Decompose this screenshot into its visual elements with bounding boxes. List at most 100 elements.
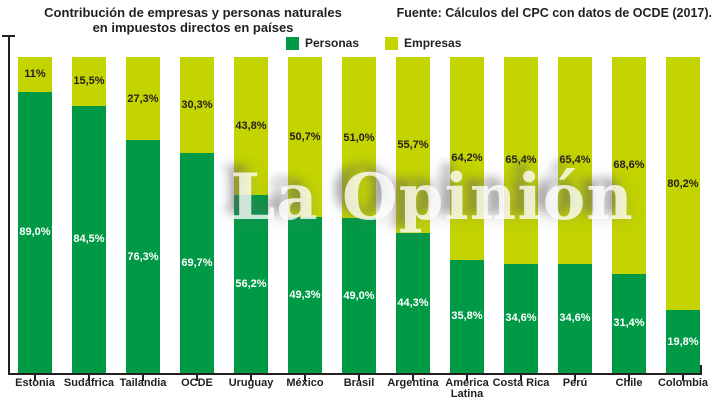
legend-label-empresas: Empresas [404, 36, 462, 50]
bar-uruguay: 43,8% 56,2% [234, 57, 268, 373]
empresas-segment [666, 57, 700, 311]
x-label-uruguay: Uruguay [228, 377, 274, 389]
personas-segment [342, 218, 376, 373]
personas-value-label: 49,3% [289, 289, 321, 302]
personas-segment [288, 217, 322, 373]
empresas-segment [504, 57, 538, 264]
empresas-value-label: 15,5% [73, 75, 105, 88]
personas-segment [558, 263, 592, 373]
bar-estonia: 11% 89,0% [18, 57, 52, 373]
x-axis-tick [574, 375, 576, 381]
chart-title: Contribución de empresas y personas natu… [18, 5, 368, 36]
personas-value-label: 84,5% [73, 233, 105, 246]
x-axis-tick [196, 375, 198, 381]
x-axis-tick [304, 375, 306, 381]
empresas-value-label: 80,2% [667, 177, 699, 190]
x-axis-tick [682, 375, 684, 381]
personas-segment [72, 105, 106, 373]
empresas-value-label: 43,8% [235, 120, 267, 133]
x-axis-tick [34, 375, 36, 381]
bar-colombia: 80,2% 19,8% [666, 57, 700, 373]
empresas-segment [612, 57, 646, 274]
empresas-value-label: 27,3% [127, 92, 159, 105]
empresas-value-label: 65,4% [559, 154, 591, 167]
x-label-per-: Perú [562, 377, 588, 389]
personas-value-label: 31,4% [613, 317, 645, 330]
legend-item-personas: Personas [286, 36, 359, 50]
empresas-segment [558, 57, 592, 264]
personas-segment [396, 233, 430, 373]
x-label-am-rica-latina: América Latina [445, 377, 489, 400]
empresas-value-label: 64,2% [451, 152, 483, 165]
bar-sud-frica: 15,5% 84,5% [72, 57, 106, 373]
personas-segment [18, 91, 52, 373]
x-label-tailandia: Tailandia [119, 377, 167, 389]
personas-segment [234, 195, 268, 373]
category-labels: Estonia Sudáfrica Tailandia OCDE Uruguay Méxi… [15, 377, 708, 404]
legend-item-empresas: Empresas [385, 36, 461, 50]
x-axis-line [8, 373, 702, 375]
empresas-value-label: 30,3% [181, 98, 213, 111]
empresas-value-label: 55,7% [397, 139, 429, 151]
empresas-swatch-icon [385, 36, 399, 50]
personas-value-label: 69,7% [181, 256, 213, 269]
personas-segment [504, 263, 538, 373]
bar-chile: 68,6% 31,4% [612, 57, 646, 373]
empresas-segment [342, 57, 376, 219]
personas-value-label: 76,3% [127, 250, 159, 263]
x-axis-tick [250, 375, 252, 381]
personas-value-label: 49,0% [343, 289, 375, 302]
bar-argentina: 55,7% 44,3% [396, 57, 430, 373]
chart-title-line2: en impuestos directos en países [92, 20, 294, 36]
x-axis-tick [142, 375, 144, 381]
y-axis-line [8, 35, 10, 375]
x-axis-end-tick [700, 365, 702, 375]
personas-segment [666, 310, 700, 373]
personas-value-label: 44,3% [397, 297, 429, 309]
empresas-segment [396, 57, 430, 233]
bar-m-xico: 50,7% 49,3% [288, 57, 322, 373]
empresas-segment [180, 57, 214, 153]
empresas-segment [72, 57, 106, 106]
personas-value-label: 56,2% [235, 278, 267, 291]
x-axis-tick [358, 375, 360, 381]
legend: Personas Empresas [286, 36, 461, 50]
bar-tailandia: 27,3% 76,3% [126, 57, 160, 373]
empresas-segment [126, 57, 160, 141]
x-axis-tick [520, 375, 522, 381]
x-axis-tick [466, 375, 468, 381]
legend-label-personas: Personas [305, 36, 360, 50]
bar-am-rica-latina: 64,2% 35,8% [450, 57, 484, 373]
x-label-colombia: Colombia [657, 377, 709, 389]
x-label-brasil: Brasil [343, 377, 375, 389]
personas-segment [450, 259, 484, 373]
empresas-value-label: 65,4% [505, 154, 537, 167]
empresas-value-label: 11% [24, 68, 46, 81]
empresas-value-label: 51,0% [343, 131, 375, 144]
personas-value-label: 34,6% [559, 312, 591, 325]
empresas-segment [450, 57, 484, 260]
x-label-estonia: Estonia [15, 377, 55, 389]
personas-value-label: 34,6% [505, 312, 537, 325]
empresas-value-label: 68,6% [613, 159, 645, 172]
personas-swatch-icon [286, 36, 299, 50]
personas-segment [126, 140, 160, 373]
x-label-costa-rica: Costa Rica [492, 377, 550, 389]
bar-ocde: 30,3% 69,7% [180, 57, 214, 373]
personas-value-label: 35,8% [451, 310, 483, 323]
x-label-sud-frica: Sudáfrica [63, 377, 115, 389]
chart-title-line1: Contribución de empresas y personas natu… [44, 5, 342, 20]
y-axis-top-tick [2, 35, 15, 37]
personas-segment [612, 273, 646, 373]
x-label-argentina: Argentina [387, 377, 439, 389]
personas-segment [180, 152, 214, 373]
x-label-ocde: OCDE [181, 377, 213, 389]
personas-value-label: 19,8% [667, 335, 699, 348]
personas-value-label: 89,0% [19, 226, 51, 239]
plot-area: 11% 89,0% 15,5% 84,5% 27,3% 76,3% 30,3% 69,7% 43… [18, 57, 700, 373]
x-axis-tick [412, 375, 414, 381]
bar-per-: 65,4% 34,6% [558, 57, 592, 373]
empresas-segment [234, 57, 268, 196]
bar-costa-rica: 65,4% 34,6% [504, 57, 538, 373]
bar-brasil: 51,0% 49,0% [342, 57, 376, 373]
